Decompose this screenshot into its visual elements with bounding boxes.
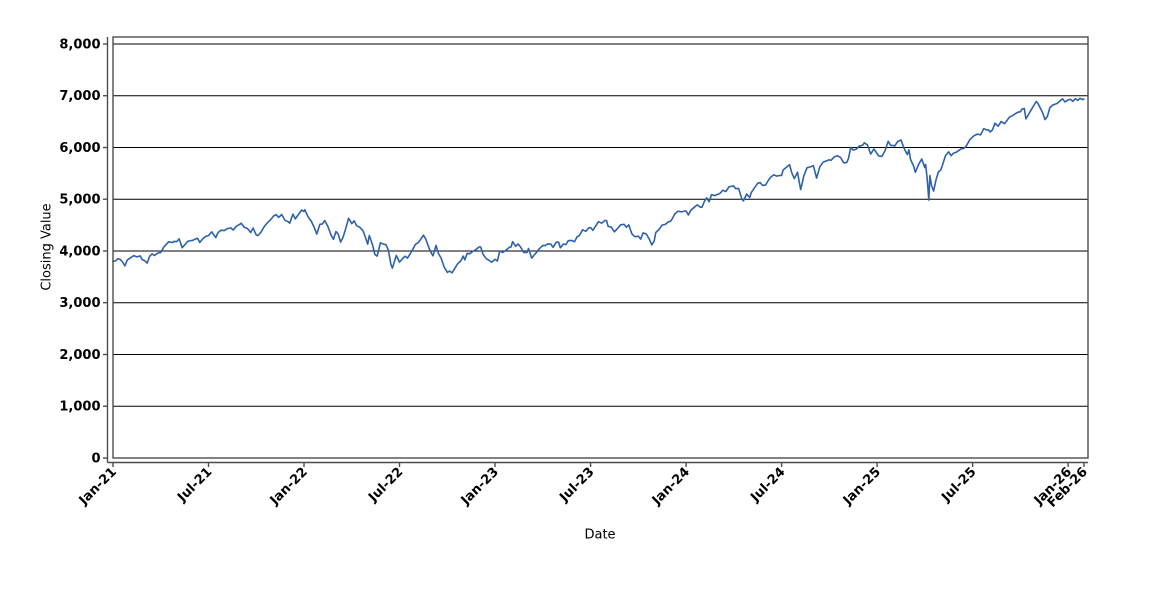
x-tick-label: Jan-24 <box>649 465 693 509</box>
x-tick-label: Jul-25 <box>938 465 979 506</box>
y-axis-title: Closing Value <box>39 203 55 291</box>
y-tick-label: 2,000 <box>59 348 100 363</box>
x-tick-label: Jan-22 <box>267 465 311 509</box>
y-tick-label: 5,000 <box>59 193 100 208</box>
x-tick-label: Jul-21 <box>174 465 215 506</box>
y-tick-label: 1,000 <box>59 400 100 415</box>
y-tick-label: 4,000 <box>59 245 100 260</box>
y-tick-label: 3,000 <box>59 296 100 311</box>
y-tick-label: 7,000 <box>59 89 100 104</box>
x-axis-title: Date <box>584 527 616 543</box>
x-tick-label: Jan-25 <box>840 465 884 509</box>
y-tick-label: 8,000 <box>59 38 100 53</box>
x-tick-label: Jan-21 <box>76 465 120 509</box>
plot-border <box>112 36 1089 459</box>
x-tick-label: Jan-23 <box>458 465 502 509</box>
y-tick-label: 6,000 <box>59 141 100 156</box>
series-line <box>112 97 1085 274</box>
x-tick-label: Jul-23 <box>556 465 597 506</box>
y-tick-label: 0 <box>91 452 100 467</box>
x-tick-label: Jul-22 <box>365 465 406 506</box>
x-tick-label: Jul-24 <box>747 465 788 506</box>
